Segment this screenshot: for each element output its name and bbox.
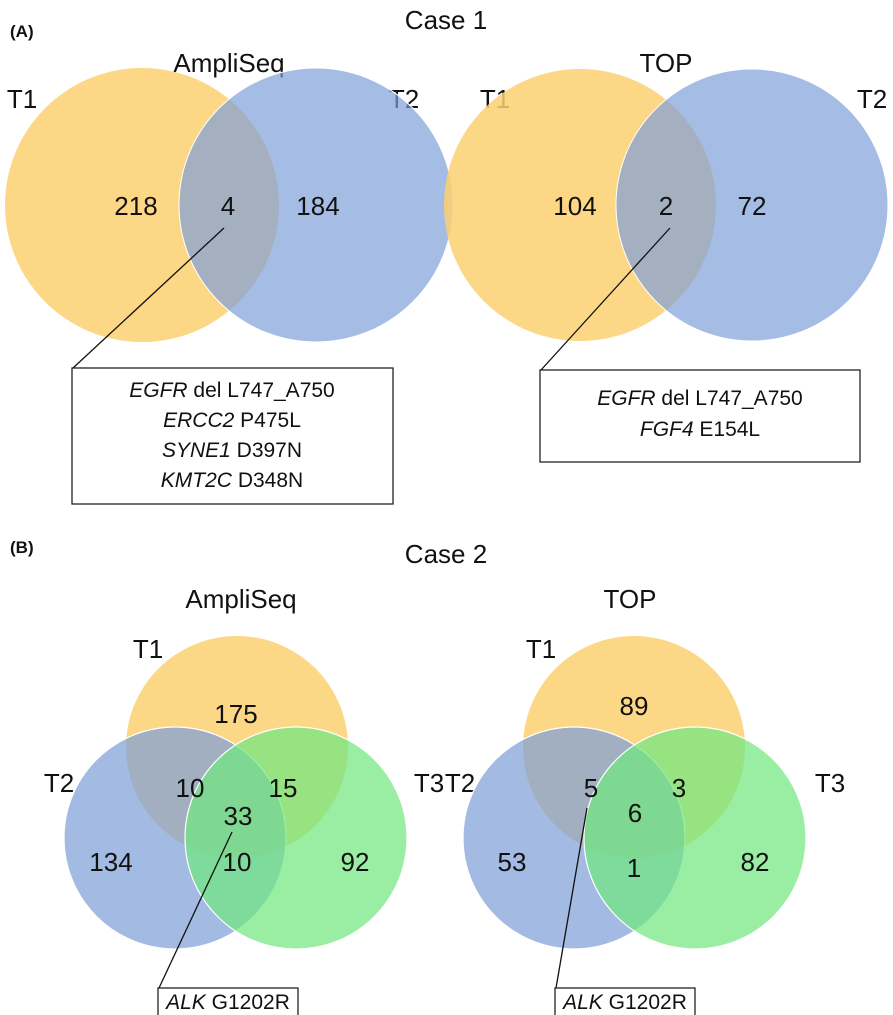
annotation-line: ERCC2 P475L <box>163 409 301 432</box>
venn-a-top: TOP T1 T2 104 2 72 EGFR del L747_A750 FG… <box>444 48 889 463</box>
count-t3-only: 92 <box>341 847 370 877</box>
count-t3-only: 82 <box>741 847 770 877</box>
count-t1-t2: 5 <box>584 773 598 803</box>
set-label-t3: T3 <box>815 768 845 798</box>
annotation-box <box>157 987 299 1015</box>
count-t1-only: 104 <box>553 191 596 221</box>
count-all: 33 <box>224 801 253 831</box>
annotation-line: SYNE1 D397N <box>162 439 302 462</box>
count-overlap: 2 <box>659 191 673 221</box>
set-label-t2: T2 <box>857 84 887 114</box>
leader-line <box>72 227 225 369</box>
count-overlap: 4 <box>221 191 235 221</box>
venn-b-top: TOP T1 T2 T3 89 53 82 5 3 1 6 ALK G1202R <box>445 584 845 1015</box>
circle-t2 <box>615 68 889 342</box>
venn-b-ampliseq-title: AmpliSeq <box>185 584 296 614</box>
count-t2-only: 184 <box>296 191 339 221</box>
circle-t3 <box>184 726 408 950</box>
leader-line <box>158 831 233 989</box>
circle-t3 <box>583 726 807 950</box>
leader-line <box>555 807 588 989</box>
set-label-t1: T1 <box>133 634 163 664</box>
venn-a-ampliseq: AmpliSeq T1 T2 218 4 184 EGFR del L747_A… <box>5 48 454 505</box>
count-t2-only: 53 <box>498 847 527 877</box>
count-t1-only: 218 <box>114 191 157 221</box>
count-t1-t3: 15 <box>269 773 298 803</box>
count-t2-only: 72 <box>738 191 767 221</box>
count-t1-only: 175 <box>214 699 257 729</box>
panel-b-label: (B) <box>10 538 34 557</box>
count-t2-only: 134 <box>89 847 132 877</box>
panel-a-label: (A) <box>10 22 34 41</box>
case-2-title: Case 2 <box>405 539 487 569</box>
set-label-t1: T1 <box>7 84 37 114</box>
annotation-line: FGF4 E154L <box>640 418 760 441</box>
annotation-line: EGFR del L747_A750 <box>597 387 802 410</box>
set-label-t1: T1 <box>526 634 556 664</box>
venn-a-ampliseq-title: AmpliSeq <box>173 48 284 78</box>
annotation-box <box>554 987 696 1015</box>
count-t1-t3: 3 <box>672 773 686 803</box>
set-label-t3: T3 <box>414 768 444 798</box>
venn-b-ampliseq: AmpliSeq T1 T2 T3 175 134 92 10 15 10 33… <box>44 584 444 1015</box>
count-t2-t3: 1 <box>627 853 641 883</box>
leader-line <box>540 227 671 371</box>
count-all: 6 <box>628 798 642 828</box>
count-t1-t2: 10 <box>176 773 205 803</box>
annotation-box <box>539 369 861 463</box>
annotation-line: ALK G1202R <box>561 991 687 1014</box>
count-t2-t3: 10 <box>223 847 252 877</box>
venn-b-top-title: TOP <box>604 584 657 614</box>
set-label-t2: T2 <box>445 768 475 798</box>
set-label-t2: T2 <box>44 768 74 798</box>
count-t1-only: 89 <box>620 691 649 721</box>
venn-a-top-title: TOP <box>640 48 693 78</box>
case-1-title: Case 1 <box>405 5 487 35</box>
annotation-line: KMT2C D348N <box>161 469 303 492</box>
annotation-box <box>71 367 394 505</box>
annotation-line: ALK G1202R <box>164 991 290 1014</box>
annotation-line: EGFR del L747_A750 <box>129 379 334 402</box>
